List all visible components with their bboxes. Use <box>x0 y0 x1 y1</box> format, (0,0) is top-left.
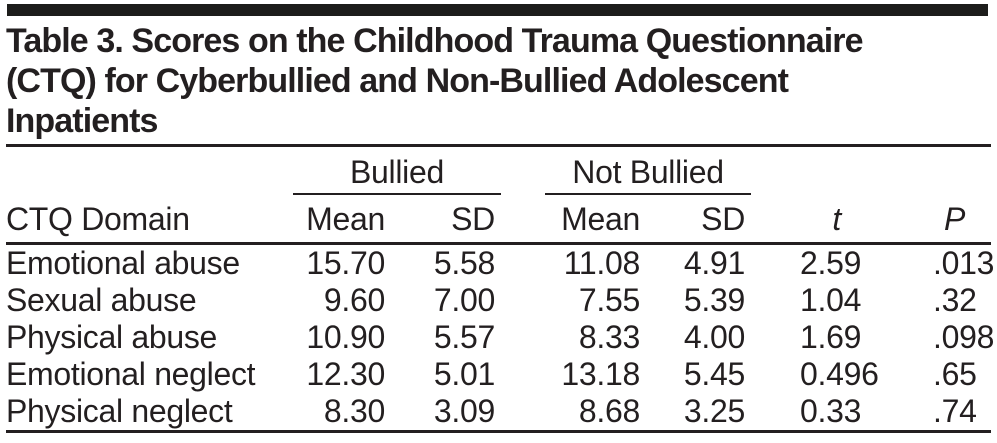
domain-cell: Sexual abuse <box>6 282 197 318</box>
table-row-emotional-abuse: Emotional abuse 15.70 5.58 11.08 4.91 2.… <box>6 244 995 283</box>
not-bullied-sd-cell: 5.45 <box>683 356 746 392</box>
p-value-cell: .013 <box>933 245 995 281</box>
column-group-not-bullied: Not Bullied <box>501 147 752 195</box>
ctq-scores-table: Bullied Not Bullied CTQ Domain Mean SD M… <box>6 147 995 433</box>
table-row-sexual-abuse: Sexual abuse 9.60 7.00 7.55 5.39 1.04 .3… <box>6 282 991 319</box>
p-value-cell: .098 <box>933 319 995 355</box>
bullied-sd-cell: 3.09 <box>391 393 501 433</box>
spacer-cell <box>751 147 881 195</box>
bullied-sd-cell: 5.57 <box>433 319 495 355</box>
not-bullied-sd-cell: 3.25 <box>646 393 752 433</box>
p-value-cell: .65 <box>933 356 977 392</box>
header-not-bullied-mean: Mean <box>501 195 646 245</box>
column-header-row: CTQ Domain Mean SD Mean SD t P <box>6 195 992 245</box>
not-bullied-mean-cell: 11.08 <box>563 245 641 281</box>
table-row-physical-abuse: Physical abuse 10.90 5.57 8.33 4.00 1.69… <box>6 319 995 356</box>
column-group-row: Bullied Not Bullied <box>6 147 991 195</box>
title-line-3: Inpatients <box>6 102 158 140</box>
header-p-value: P <box>881 195 992 245</box>
not-bullied-sd-cell: 4.00 <box>683 319 746 355</box>
table-header: Bullied Not Bullied CTQ Domain Mean SD M… <box>6 147 992 245</box>
not-bullied-mean-cell: 13.18 <box>561 356 640 392</box>
bullied-sd-cell: 7.00 <box>433 282 495 318</box>
not-bullied-sd-cell: 4.91 <box>683 245 746 281</box>
bullied-mean-cell: 8.30 <box>293 393 391 433</box>
title-line-2: (CTQ) for Cyberbullied and Non-Bullied A… <box>6 62 789 100</box>
table-row-emotional-neglect: Emotional neglect 12.30 5.01 13.18 5.45 … <box>6 356 991 393</box>
title-line-1: Table 3. Scores on the Childhood Trauma … <box>6 22 864 60</box>
not-bullied-sd-cell: 5.39 <box>683 282 746 318</box>
not-bullied-mean-cell: 8.33 <box>578 319 640 355</box>
header-bullied-sd: SD <box>391 195 501 245</box>
bullied-sd-cell: 5.58 <box>433 245 495 281</box>
bullied-sd-cell: 5.01 <box>433 356 495 392</box>
domain-cell: Emotional abuse <box>6 245 240 281</box>
table-row-physical-neglect: Physical neglect 8.30 3.09 8.68 3.25 0.3… <box>6 393 992 433</box>
spacer-cell <box>6 147 293 195</box>
bullied-mean-cell: 12.30 <box>306 356 385 392</box>
header-bullied-mean: Mean <box>293 195 391 245</box>
t-value-cell: 1.69 <box>800 319 862 355</box>
bullied-mean-cell: 15.70 <box>306 245 385 281</box>
domain-cell: Physical neglect <box>6 393 293 433</box>
header-not-bullied-sd: SD <box>646 195 752 245</box>
column-group-not-bullied-label: Not Bullied <box>545 154 752 195</box>
table-title: Table 3. Scores on the Childhood Trauma … <box>6 21 991 147</box>
t-value-cell: 0.496 <box>800 356 879 392</box>
t-value-cell: 0.33 <box>751 393 882 433</box>
top-rule-bar <box>7 4 988 16</box>
header-ctq-domain: CTQ Domain <box>6 195 293 245</box>
not-bullied-mean-cell: 7.55 <box>578 282 640 318</box>
domain-cell: Emotional neglect <box>6 356 256 392</box>
p-value-cell: .32 <box>933 282 977 318</box>
table-body: Emotional abuse 15.70 5.58 11.08 4.91 2.… <box>6 244 995 433</box>
bullied-mean-cell: 9.60 <box>323 282 385 318</box>
t-value-cell: 1.04 <box>800 282 862 318</box>
p-value-cell: .74 <box>881 393 992 433</box>
domain-cell: Physical abuse <box>6 319 218 355</box>
header-t-statistic: t <box>751 195 882 245</box>
column-group-bullied: Bullied <box>293 147 501 195</box>
bullied-mean-cell: 10.90 <box>306 319 385 355</box>
column-group-bullied-label: Bullied <box>293 154 501 195</box>
t-value-cell: 2.59 <box>800 245 862 281</box>
spacer-cell <box>881 147 991 195</box>
not-bullied-mean-cell: 8.68 <box>501 393 646 433</box>
